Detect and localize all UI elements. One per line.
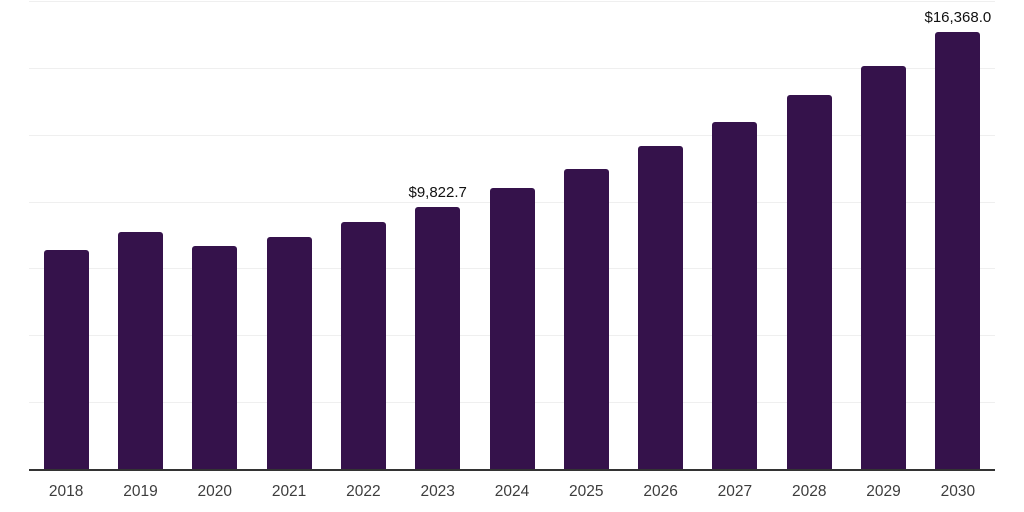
bar-2023 [415,207,461,470]
bar-2030 [935,32,981,470]
x-tick-label-2028: 2028 [791,483,827,500]
bar-2018 [43,249,89,470]
x-tick-label-2026: 2026 [643,483,678,500]
bar-2022 [340,221,386,470]
x-tick-label-2027: 2027 [717,483,753,500]
x-tick-label-2023: 2023 [420,483,455,500]
data-label-2030: $16,368.0 [924,9,992,27]
bar-2019 [117,232,163,470]
data-label-2023: $9,822.7 [408,184,467,202]
bar-2028 [786,95,832,470]
x-tick-label-2018: 2018 [48,483,84,500]
gridline-12500 [29,134,995,136]
bar-2026 [638,146,684,470]
bar-2029 [861,66,907,470]
bar-2027 [712,121,758,470]
x-tick-label-2022: 2022 [346,483,381,500]
gridline-17500 [29,1,995,2]
x-axis-line [29,469,995,471]
bar-2025 [563,169,609,470]
x-tick-label-2020: 2020 [197,483,233,500]
gridline-15000 [29,67,995,69]
bar-2021 [266,236,312,470]
x-tick-label-2025: 2025 [569,483,604,500]
x-tick-label-2029: 2029 [866,483,901,500]
bar-2024 [489,188,535,470]
x-tick-label-2021: 2021 [271,483,307,500]
x-tick-label-2030: 2030 [940,483,976,500]
bar-2020 [192,245,238,470]
plot-area: $9,822.7 $16,368.0 [29,1,995,470]
x-tick-label-2019: 2019 [123,483,158,500]
x-tick-label-2024: 2024 [494,483,530,500]
